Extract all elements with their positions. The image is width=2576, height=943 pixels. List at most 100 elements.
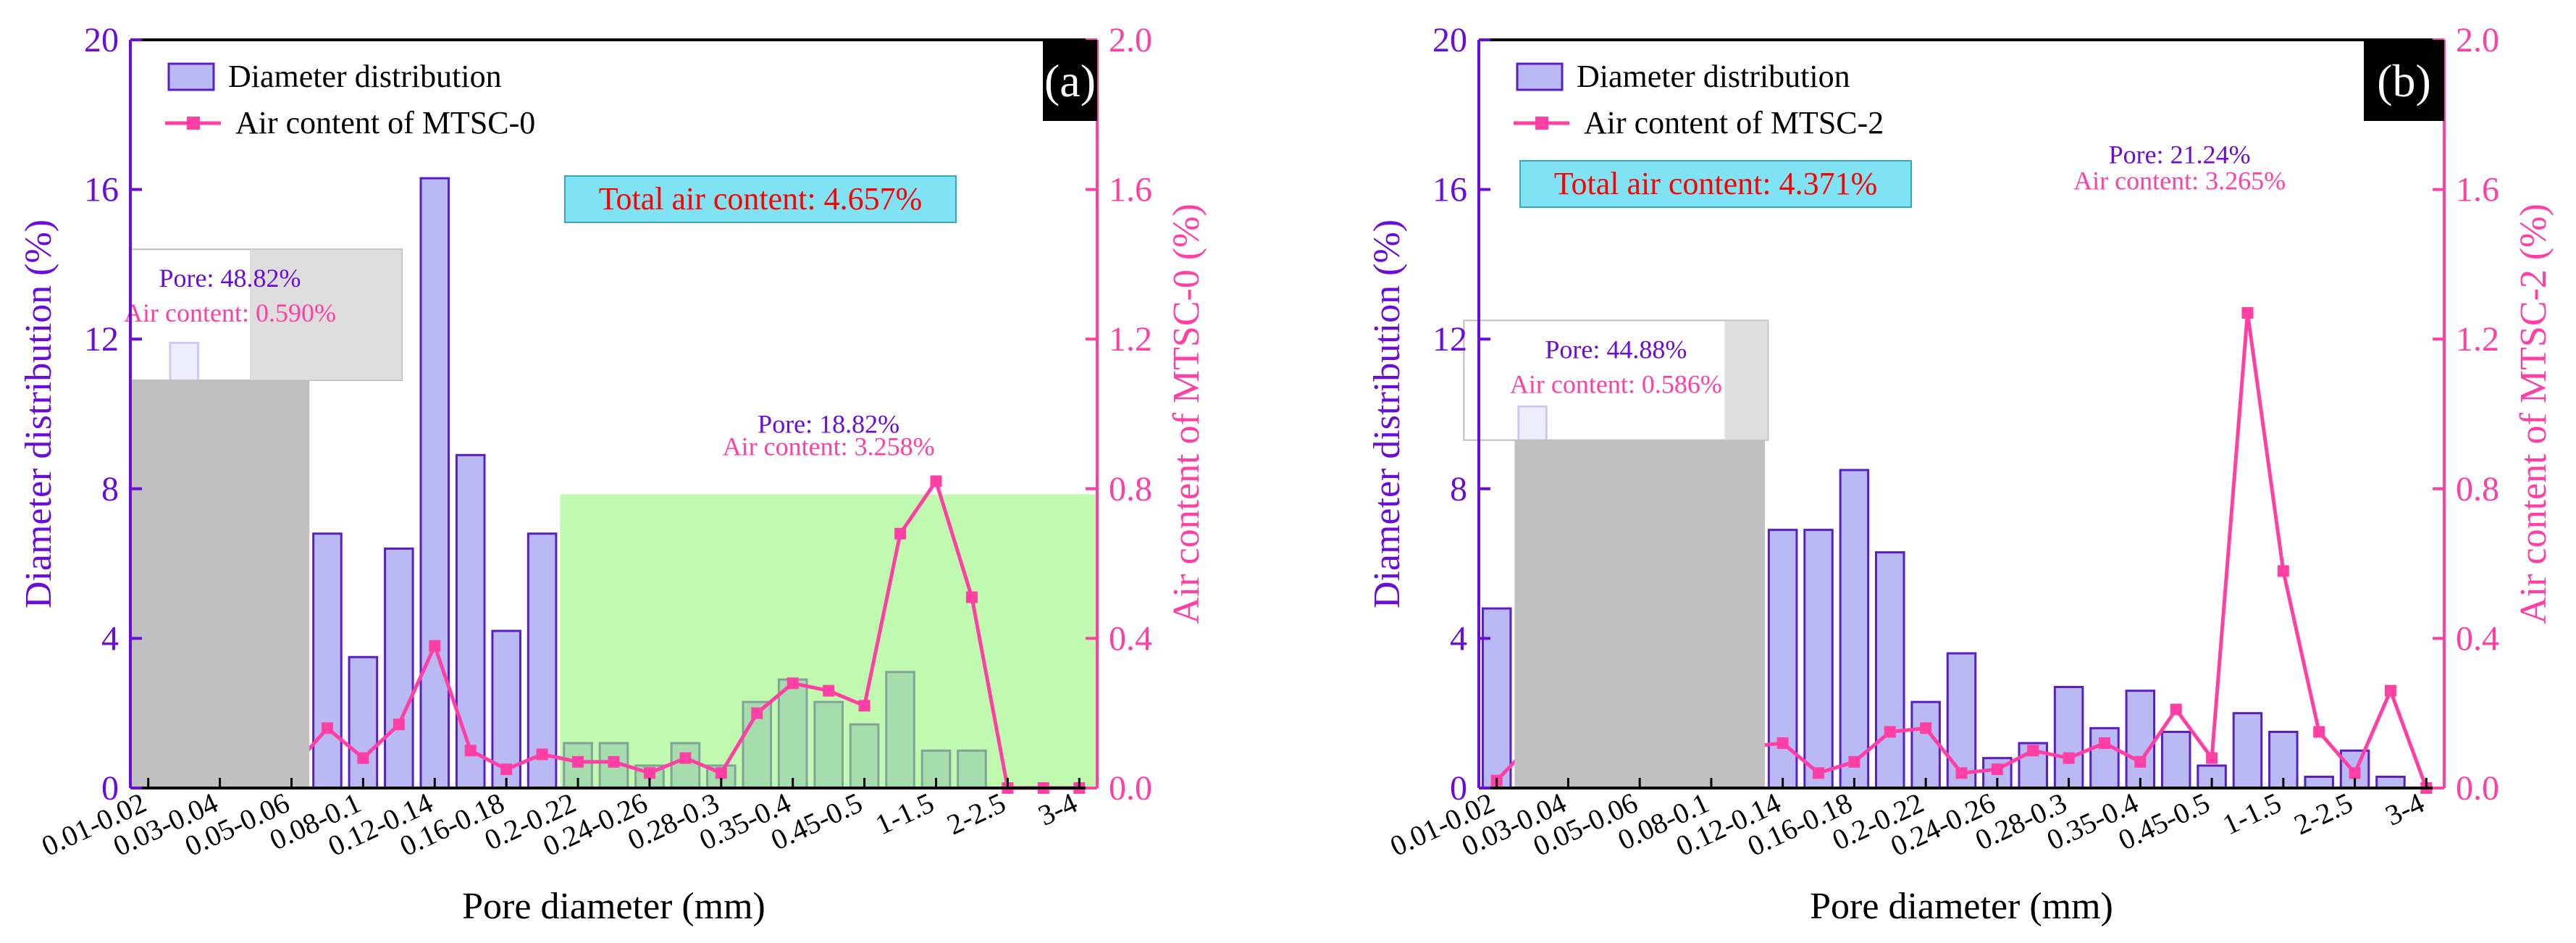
- legend-line-label: Air content of MTSC-2: [1584, 105, 1884, 141]
- air-content-marker: [608, 755, 620, 768]
- left-tick-label: 12: [1432, 320, 1467, 359]
- air-content-marker: [393, 718, 405, 731]
- total-air-content-box: [1519, 160, 1912, 208]
- region-fine-pore-label: Pore: 48.82%: [159, 264, 301, 293]
- left-tick-label: 4: [101, 619, 119, 658]
- air-content-marker: [2241, 307, 2254, 319]
- panel-label-box: [1043, 40, 1097, 121]
- x-tick-label: 1-1.5: [870, 786, 939, 841]
- bar: [2089, 726, 2120, 789]
- air-content-marker: [2063, 752, 2075, 764]
- bar: [312, 532, 343, 789]
- region-coarse-air-label: Air content: 3.258%: [723, 432, 935, 461]
- legend-bar-label: Diameter distribution: [228, 59, 502, 94]
- region-fine-pore-label: Pore: 44.88%: [1545, 335, 1687, 364]
- peak-pore-label: Pore: 21.24%: [2109, 140, 2251, 169]
- air-content-marker: [357, 752, 369, 764]
- highlight-region-coarse: [560, 494, 1097, 788]
- x-axis-title: Pore diameter (mm): [1810, 886, 2113, 927]
- air-content-marker: [321, 722, 333, 734]
- left-tick-label: 0: [1450, 769, 1467, 808]
- left-tick-label: 12: [84, 320, 119, 359]
- air-content-marker: [2384, 684, 2396, 697]
- x-tick-label: 2-2.5: [2289, 786, 2358, 841]
- air-content-marker: [1776, 737, 1789, 750]
- panel-label-box: [2364, 40, 2444, 121]
- air-content-marker: [2170, 703, 2182, 716]
- right-tick-label: 1.2: [2456, 320, 2499, 359]
- bar: [2375, 776, 2406, 789]
- x-tick-label: 1-1.5: [2218, 786, 2286, 841]
- highlight-region-fine: [130, 380, 310, 788]
- left-axis-title: Diameter distribution (%): [18, 219, 59, 608]
- right-tick-label: 1.6: [2456, 171, 2499, 209]
- legend-line-label: Air content of MTSC-0: [235, 105, 535, 141]
- region-coarse-pore-label: Pore: 18.82%: [758, 409, 899, 438]
- air-content-marker: [786, 677, 799, 690]
- legend-bar-swatch: [1516, 62, 1564, 91]
- air-content-marker: [894, 527, 907, 540]
- x-axis-title: Pore diameter (mm): [462, 886, 765, 927]
- right-tick-label: 2.0: [1109, 21, 1152, 59]
- left-tick-label: 8: [1450, 470, 1467, 508]
- right-axis-title: Air content of MTSC-2 (%): [2513, 204, 2554, 624]
- total-air-content-box: [564, 175, 957, 223]
- air-content-marker: [2277, 565, 2289, 577]
- air-content-marker: [1813, 767, 1825, 779]
- chart-panel-b: Pore: 44.88% Air content: 0.586% Pore: 21.…: [1367, 21, 2554, 927]
- left-tick-label: 0: [101, 769, 119, 808]
- air-content-marker: [2313, 726, 2325, 738]
- bar: [2160, 731, 2191, 789]
- left-tick-label: 8: [101, 470, 119, 508]
- legend-line-marker: [1535, 117, 1548, 130]
- air-content-marker: [1920, 722, 1932, 734]
- bar: [2053, 686, 2084, 789]
- left-tick-label: 16: [84, 171, 119, 209]
- right-axis-title: Air content of MTSC-0 (%): [1166, 204, 1207, 624]
- air-content-marker: [930, 475, 942, 487]
- air-content-marker: [2098, 737, 2110, 750]
- right-tick-label: 0.0: [2456, 769, 2499, 808]
- bar: [2304, 776, 2334, 789]
- right-tick-label: 1.6: [1109, 171, 1152, 209]
- bar: [348, 655, 379, 789]
- region-annotation-box: [1463, 319, 1769, 441]
- air-content-marker: [1955, 767, 1968, 779]
- air-content-marker: [679, 752, 692, 764]
- right-tick-label: 0.4: [1109, 619, 1152, 658]
- bar: [1910, 700, 1941, 789]
- left-tick-label: 20: [1432, 21, 1467, 59]
- bar: [2232, 712, 2263, 789]
- peak-air-label: Air content: 3.265%: [2073, 167, 2286, 196]
- region-annotation-hatch: [1724, 320, 1769, 440]
- bar: [1875, 551, 1905, 789]
- legend-bar-swatch: [167, 62, 215, 91]
- air-content-marker: [572, 755, 584, 768]
- right-tick-label: 1.2: [1109, 320, 1152, 359]
- air-content-marker: [2206, 752, 2218, 764]
- panel-label: (a): [1044, 55, 1096, 106]
- region-annotation-hatch: [250, 249, 402, 381]
- air-content-marker: [1848, 755, 1860, 768]
- highlight-region-fine: [1514, 440, 1765, 788]
- right-tick-label: 0.8: [2456, 470, 2499, 508]
- bar: [1803, 529, 1834, 789]
- air-content-marker: [823, 684, 835, 697]
- air-content-marker: [1884, 726, 1896, 738]
- bar: [2197, 764, 2227, 789]
- air-content-marker: [2134, 755, 2147, 768]
- air-content-marker: [536, 748, 548, 760]
- right-tick-label: 0.0: [1109, 769, 1152, 808]
- bar: [455, 453, 486, 789]
- air-content-marker: [464, 745, 477, 757]
- region-fine-air-label: Air content: 0.586%: [1510, 369, 1722, 398]
- left-axis-title: Diameter distribution (%): [1367, 219, 1408, 608]
- left-tick-label: 4: [1450, 619, 1467, 658]
- region-fine-air-label: Air content: 0.590%: [124, 298, 336, 327]
- right-tick-label: 0.8: [1109, 470, 1152, 508]
- bar: [491, 629, 521, 789]
- total-air-content-label: Total air content: 4.371%: [1554, 166, 1878, 201]
- bar: [1839, 469, 1870, 789]
- left-tick-label: 20: [84, 21, 119, 59]
